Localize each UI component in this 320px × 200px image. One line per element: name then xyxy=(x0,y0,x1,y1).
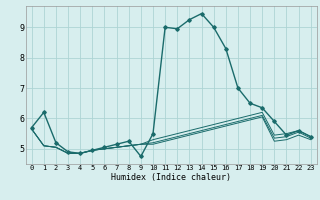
X-axis label: Humidex (Indice chaleur): Humidex (Indice chaleur) xyxy=(111,173,231,182)
